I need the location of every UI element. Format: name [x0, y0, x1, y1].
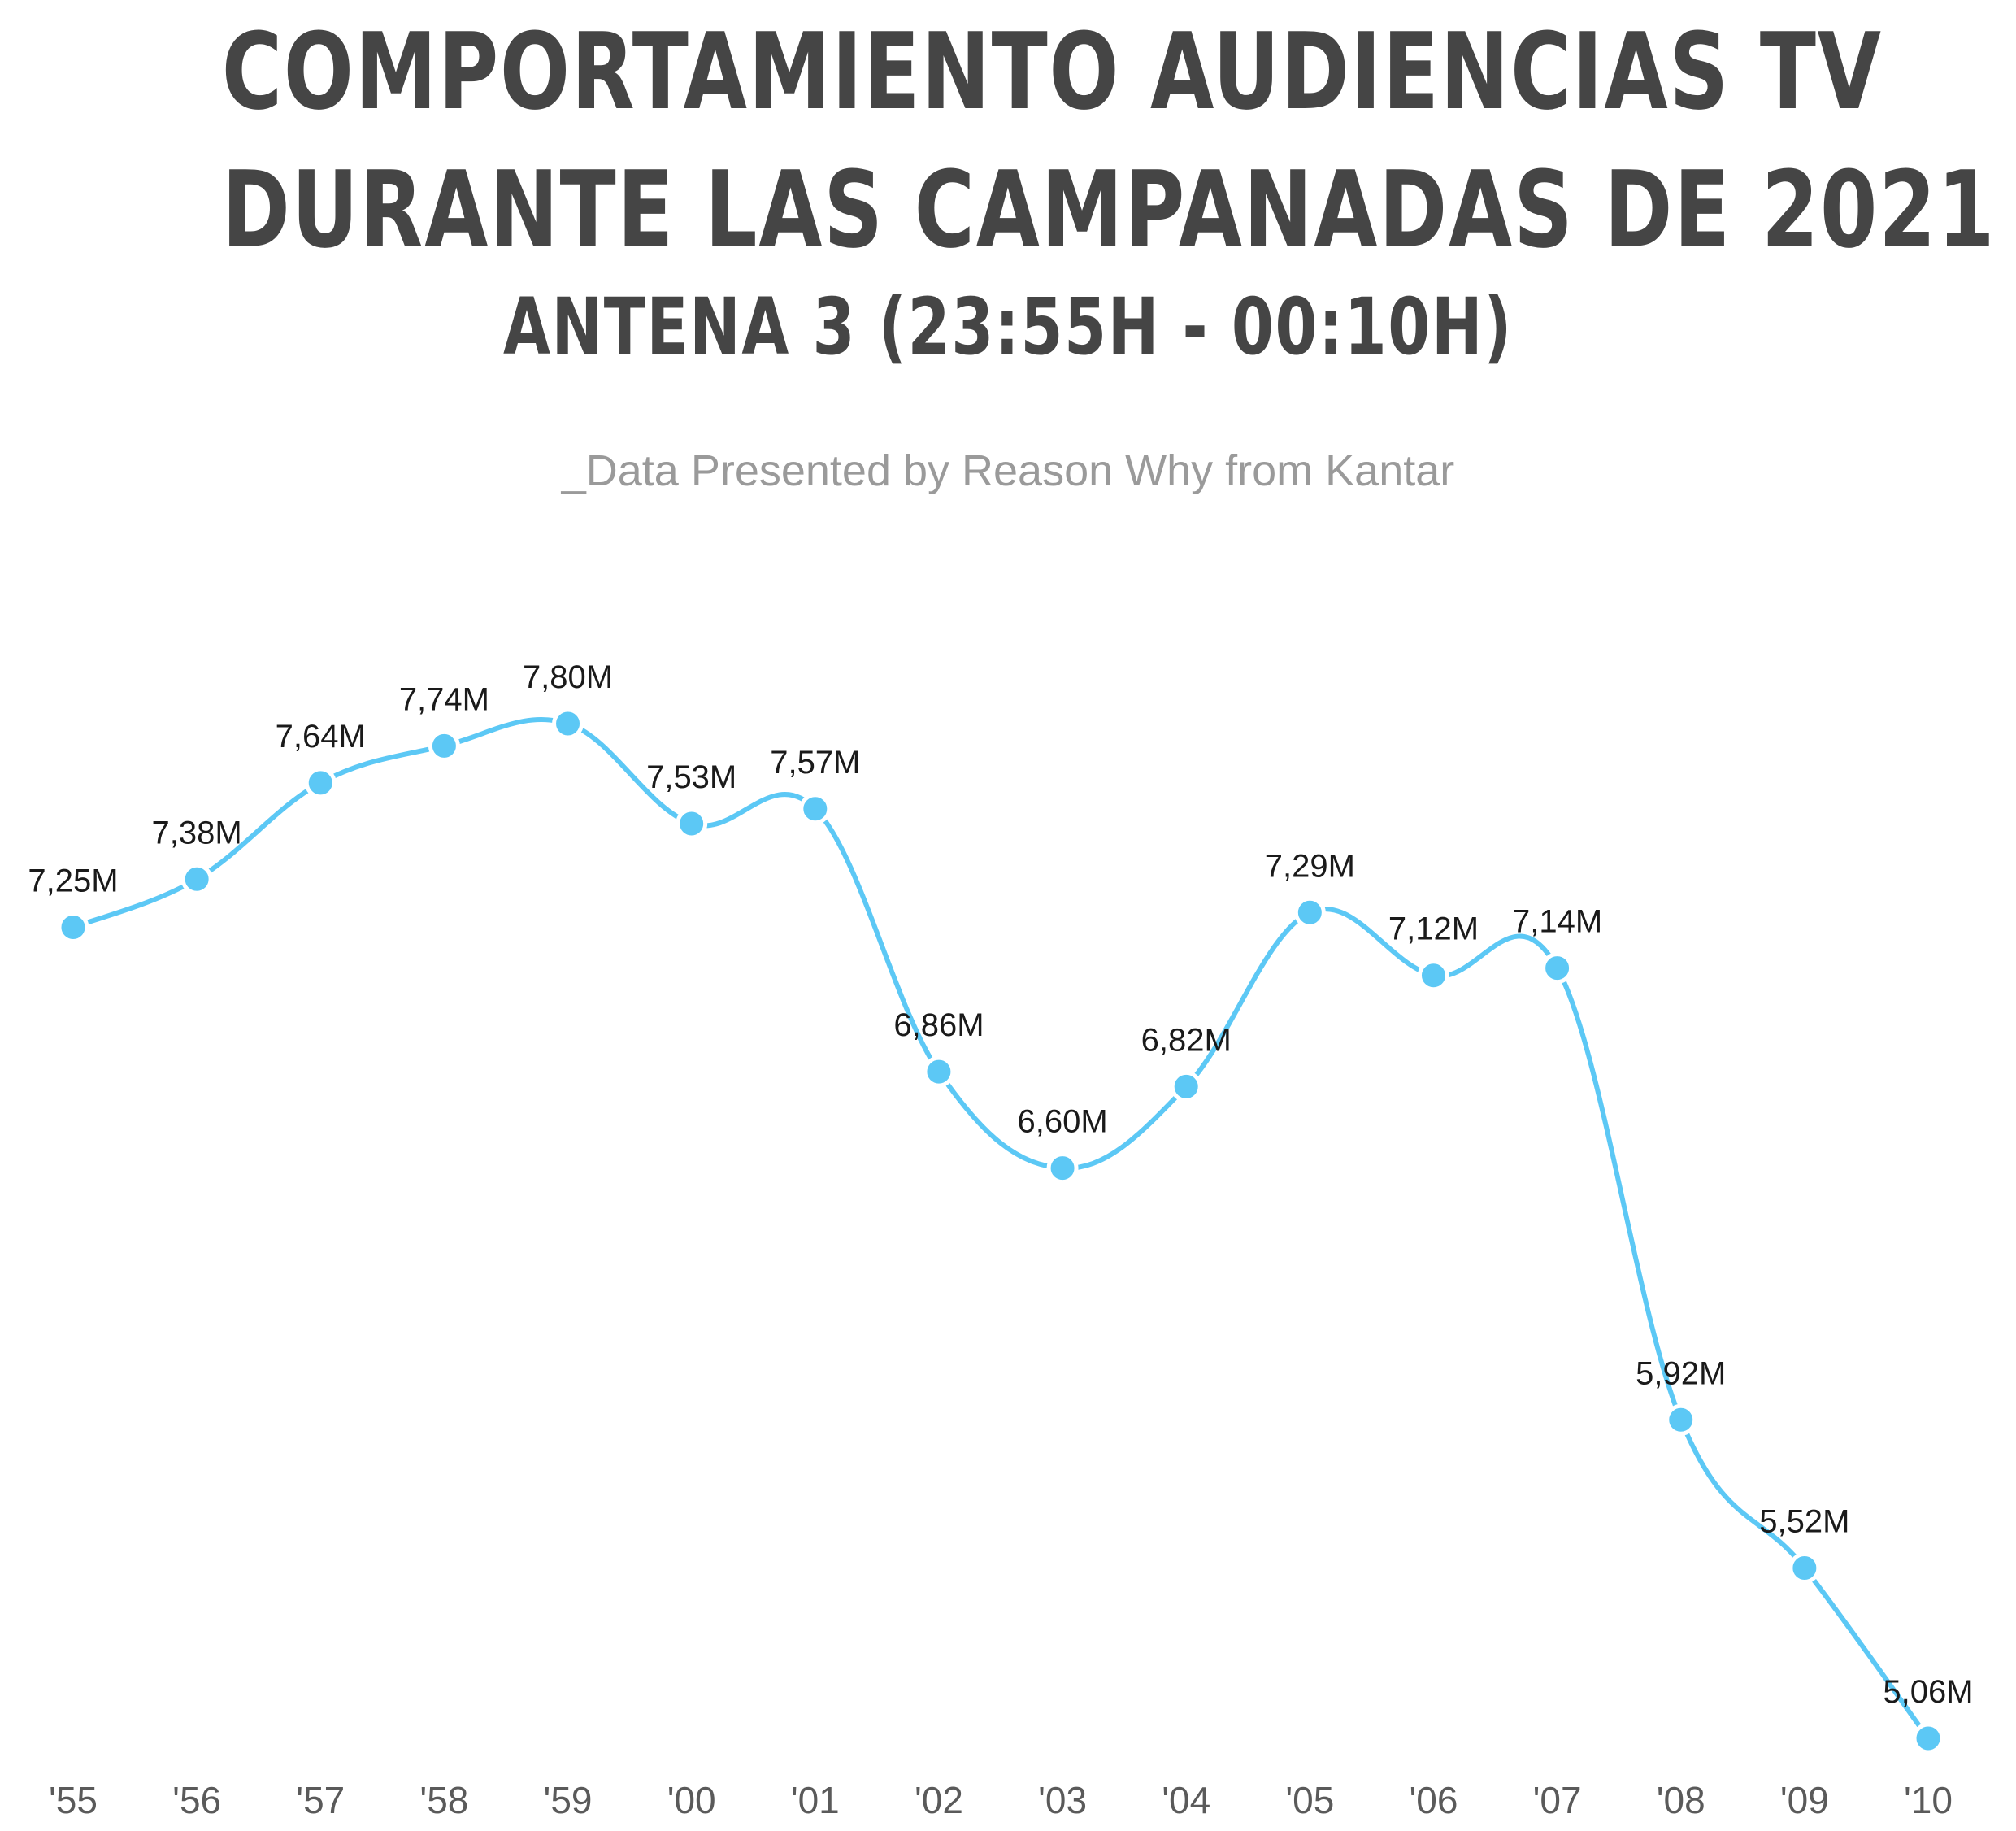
data-point	[1788, 1551, 1821, 1584]
x-tick-label: '10	[1904, 1779, 1953, 1821]
data-label: 7,29M	[1265, 848, 1355, 884]
data-label: 7,53M	[646, 759, 736, 795]
x-tick-label: '56	[172, 1779, 221, 1821]
x-tick-label: '04	[1162, 1779, 1210, 1821]
data-point	[1293, 896, 1326, 929]
x-tick-label: '59	[544, 1779, 593, 1821]
data-label: 6,60M	[1017, 1104, 1107, 1140]
data-label: 5,92M	[1636, 1355, 1726, 1391]
data-label: 7,12M	[1388, 911, 1479, 947]
x-tick-label: '57	[296, 1779, 345, 1821]
x-tick-label: '02	[915, 1779, 963, 1821]
x-tick-label: '09	[1780, 1779, 1829, 1821]
x-tick-label: '06	[1409, 1779, 1458, 1821]
data-label: 7,25M	[28, 863, 118, 899]
subtitle: _Data Presented by Reason Why from Kanta…	[561, 446, 1455, 495]
x-tick-label: '03	[1038, 1779, 1087, 1821]
data-point	[923, 1055, 955, 1088]
data-label: 7,64M	[276, 719, 366, 755]
data-point	[676, 807, 708, 840]
data-label: 7,14M	[1512, 904, 1602, 940]
data-label: 7,38M	[152, 815, 242, 850]
data-labels: 7,25M 7,38M 7,64M 7,74M 7,80M 7,53M 7,57M 6,86M…	[28, 659, 1973, 1710]
data-point	[1046, 1152, 1079, 1185]
data-label: 5,06M	[1883, 1674, 1973, 1710]
data-label: 7,74M	[399, 681, 489, 717]
x-tick-label: '08	[1657, 1779, 1705, 1821]
data-label: 6,82M	[1141, 1022, 1232, 1058]
data-point	[180, 863, 213, 895]
data-label: 5,52M	[1759, 1503, 1849, 1539]
x-tick-label: '05	[1285, 1779, 1334, 1821]
data-point	[1417, 959, 1449, 992]
data-point	[552, 707, 584, 740]
x-tick-label: '07	[1533, 1779, 1582, 1821]
data-points	[57, 707, 1944, 1755]
data-label: 6,86M	[893, 1007, 984, 1043]
data-label: 7,80M	[523, 659, 613, 695]
data-point	[57, 911, 89, 944]
data-point	[1912, 1722, 1944, 1755]
title-line-3: ANTENA 3 (23:55H - 00:10H)	[503, 281, 1513, 372]
data-point	[304, 767, 337, 799]
data-point	[799, 793, 832, 825]
x-tick-label: '01	[791, 1779, 840, 1821]
data-point	[1170, 1070, 1202, 1103]
x-axis-ticks: '55 '56 '57 '58 '59 '00 '01 '02 '03 '04 '05 '06 '07 '…	[49, 1779, 1953, 1821]
title-line-2: DURANTE LAS CAMPANADAS DE 2021	[221, 148, 1996, 272]
data-label: 7,57M	[770, 745, 860, 781]
data-point	[1665, 1403, 1697, 1436]
title-line-1: COMPORTAMIENTO AUDIENCIAS TV	[221, 10, 1883, 133]
x-tick-label: '55	[49, 1779, 98, 1821]
x-tick-label: '58	[419, 1779, 468, 1821]
series-line	[71, 717, 1931, 1741]
data-point	[428, 729, 460, 762]
x-tick-label: '00	[667, 1779, 716, 1821]
data-point	[1541, 952, 1574, 985]
